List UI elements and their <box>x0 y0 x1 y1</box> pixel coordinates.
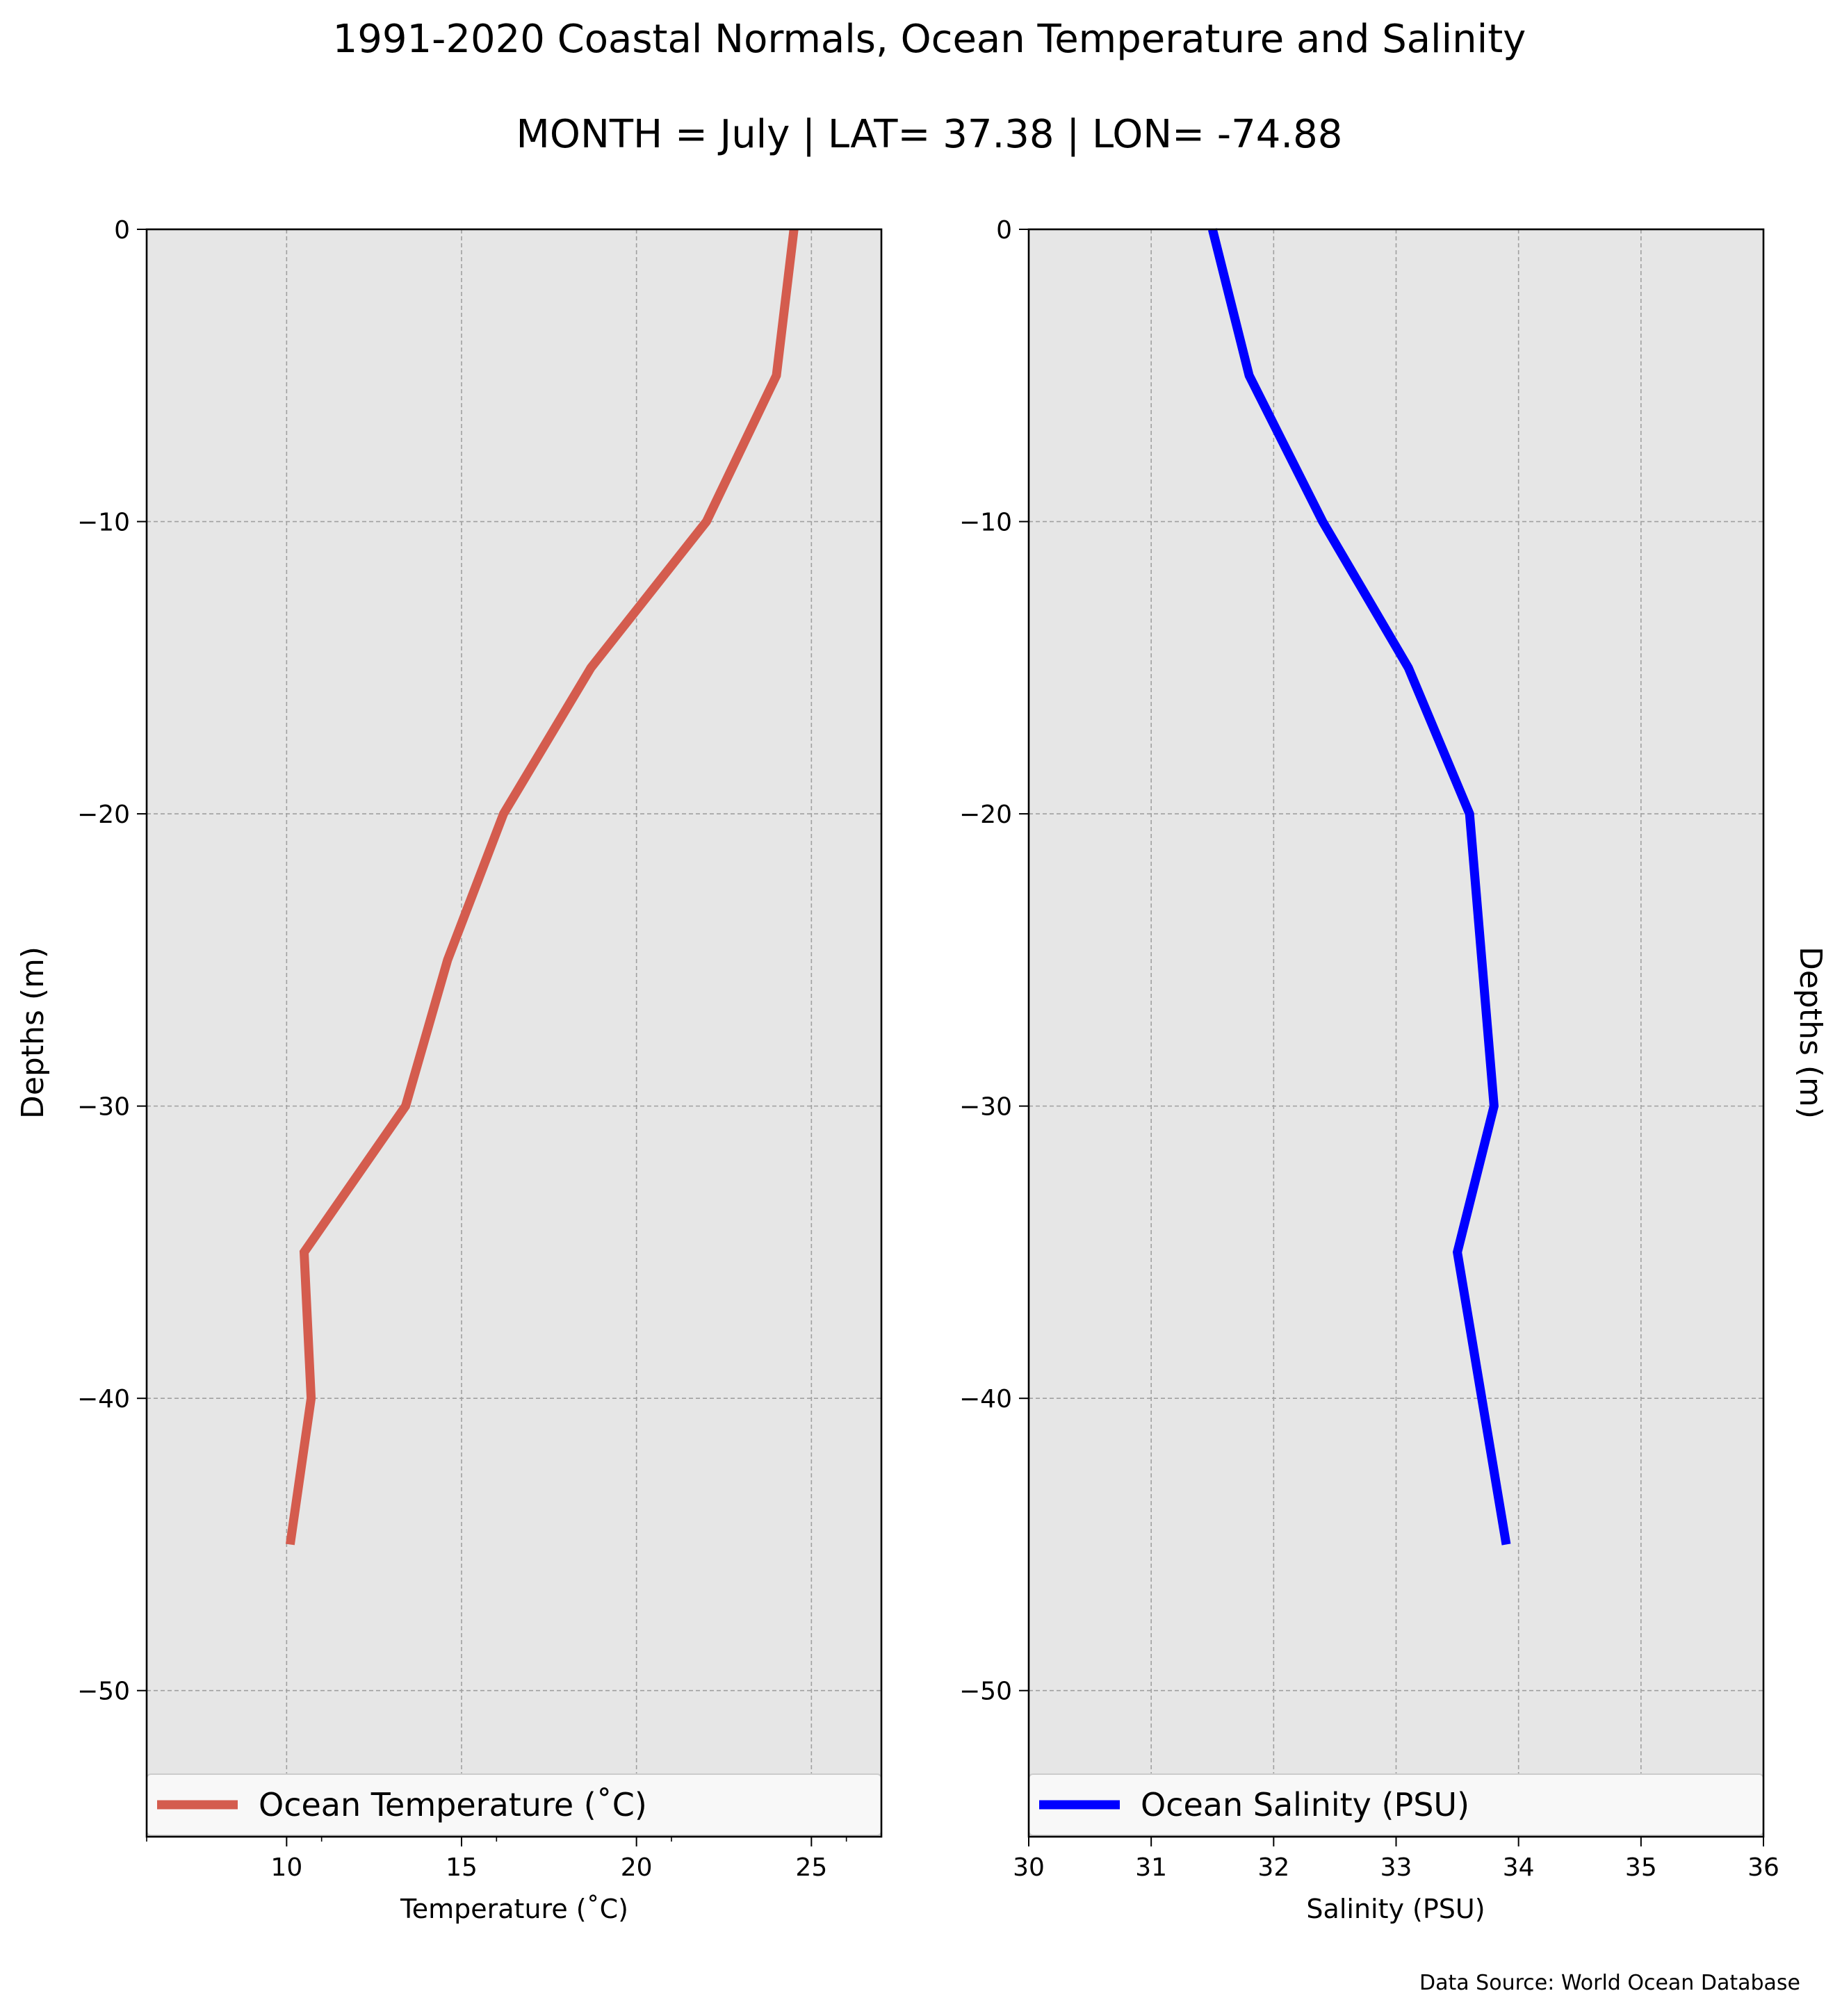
temperature-series <box>285 229 799 1546</box>
salinity-y-axis-label: Depths (m) <box>1793 946 1828 1119</box>
salinity-plot-area <box>1029 229 1763 1837</box>
salinity-series-line <box>1207 228 1511 1546</box>
salinity-x-tick-label: 31 <box>1135 1853 1167 1882</box>
salinity-panel: Ocean Salinity (PSU) 30 31 32 33 34 35 36 0 −10… <box>959 216 1828 1924</box>
salinity-x-axis-label: Salinity (PSU) <box>1306 1894 1485 1924</box>
temperature-y-axis-label: Depths (m) <box>15 946 51 1119</box>
salinity-y-tick-label: −40 <box>959 1385 1012 1413</box>
salinity-y-tick-label: −30 <box>959 1093 1012 1122</box>
salinity-x-tick-label: 30 <box>1013 1853 1045 1882</box>
temperature-x-axis-label: Temperature (˚C) <box>400 1894 628 1924</box>
temperature-series-line <box>285 229 799 1546</box>
temperature-grid <box>147 229 881 1837</box>
salinity-y-tick-label: −10 <box>959 509 1012 537</box>
salinity-series <box>1207 228 1511 1546</box>
temperature-legend-label: Ocean Temperature (˚C) <box>259 1786 647 1824</box>
data-source-note: Data Source: World Ocean Database <box>1419 1971 1800 1995</box>
temperature-y-tick-label: −20 <box>77 801 130 829</box>
temperature-x-tick-label: 20 <box>621 1853 653 1882</box>
salinity-x-tick-label: 33 <box>1380 1853 1412 1882</box>
salinity-x-tick-label: 32 <box>1257 1853 1289 1882</box>
salinity-y-tick-label: 0 <box>996 216 1012 245</box>
figure-title: 1991-2020 Coastal Normals, Ocean Tempera… <box>333 17 1526 62</box>
temperature-y-ticks: 0 −10 −20 −30 −40 −50 <box>77 216 147 1706</box>
temperature-y-tick-label: 0 <box>114 216 130 245</box>
temperature-y-tick-label: −40 <box>77 1385 130 1413</box>
figure-subtitle: MONTH = July | LAT= 37.38 | LON= -74.88 <box>516 112 1343 157</box>
salinity-x-tick-label: 34 <box>1503 1853 1535 1882</box>
salinity-x-ticks: 30 31 32 33 34 35 36 <box>1013 1837 1779 1882</box>
temperature-x-tick-label: 25 <box>795 1853 827 1882</box>
temperature-panel: Ocean Temperature (˚C) 10 15 20 25 0 −10 −20 −… <box>15 216 883 1924</box>
salinity-legend: Ocean Salinity (PSU) <box>1028 1773 1764 1836</box>
temperature-plot-frame <box>145 228 883 1838</box>
salinity-x-tick-label: 35 <box>1625 1853 1657 1882</box>
salinity-x-tick-label: 36 <box>1747 1853 1779 1882</box>
temperature-y-tick-label: −50 <box>77 1678 130 1706</box>
temperature-x-ticks: 10 15 20 25 <box>146 1837 847 1882</box>
salinity-y-tick-label: −50 <box>959 1678 1012 1706</box>
salinity-legend-label: Ocean Salinity (PSU) <box>1141 1786 1469 1824</box>
temperature-y-tick-label: −10 <box>77 509 130 537</box>
salinity-y-ticks: 0 −10 −20 −30 −40 −50 <box>959 216 1029 1706</box>
salinity-y-tick-label: −20 <box>959 801 1012 829</box>
temperature-plot-area <box>147 229 881 1837</box>
temperature-legend: Ocean Temperature (˚C) <box>146 1773 882 1836</box>
temperature-x-tick-label: 10 <box>270 1853 302 1882</box>
temperature-y-tick-label: −30 <box>77 1093 130 1122</box>
temperature-x-tick-label: 15 <box>446 1853 478 1882</box>
